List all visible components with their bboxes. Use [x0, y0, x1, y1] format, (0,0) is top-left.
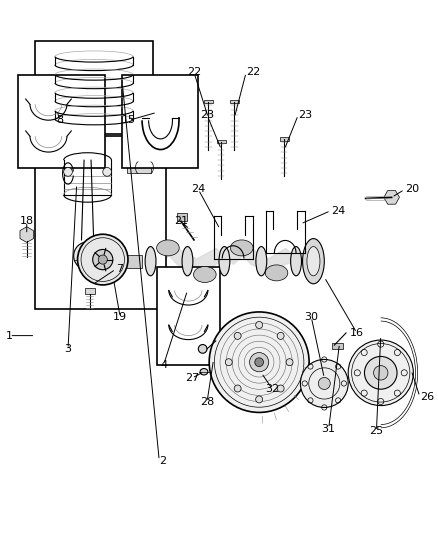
Circle shape	[98, 255, 107, 264]
Circle shape	[277, 385, 284, 392]
Text: 4: 4	[160, 360, 167, 370]
Text: 20: 20	[405, 184, 419, 195]
Circle shape	[234, 333, 241, 340]
Ellipse shape	[265, 265, 288, 281]
Circle shape	[300, 359, 348, 408]
Text: 2: 2	[159, 456, 166, 465]
Ellipse shape	[194, 266, 216, 282]
Text: 25: 25	[369, 426, 384, 437]
Circle shape	[348, 340, 413, 406]
Text: 24: 24	[191, 184, 205, 195]
Text: 16: 16	[350, 328, 364, 338]
Circle shape	[277, 333, 284, 340]
Text: 8: 8	[56, 115, 63, 125]
Text: 15: 15	[122, 115, 136, 125]
Circle shape	[93, 249, 113, 270]
Ellipse shape	[145, 247, 156, 276]
Bar	[18, 75, 105, 168]
Circle shape	[364, 357, 397, 389]
Circle shape	[286, 359, 293, 366]
Text: 3: 3	[64, 344, 71, 354]
Text: 21: 21	[174, 216, 188, 227]
Text: 19: 19	[113, 312, 127, 322]
Text: 26: 26	[420, 392, 434, 402]
Ellipse shape	[256, 247, 267, 276]
Circle shape	[74, 242, 102, 270]
Bar	[122, 75, 198, 168]
Circle shape	[234, 385, 241, 392]
Ellipse shape	[182, 247, 193, 276]
Text: 1: 1	[6, 330, 13, 341]
Ellipse shape	[230, 240, 253, 256]
Text: 23: 23	[200, 110, 214, 120]
Ellipse shape	[307, 247, 320, 276]
Circle shape	[225, 359, 232, 366]
Text: 30: 30	[304, 312, 318, 322]
Bar	[332, 343, 343, 350]
Text: 22: 22	[246, 68, 260, 77]
Circle shape	[198, 344, 207, 353]
Circle shape	[374, 366, 388, 380]
Bar	[127, 162, 151, 173]
Ellipse shape	[157, 240, 179, 256]
Text: 23: 23	[298, 110, 312, 120]
Ellipse shape	[291, 247, 301, 276]
Circle shape	[255, 358, 264, 367]
Text: 28: 28	[200, 397, 214, 407]
Bar	[35, 41, 153, 134]
Bar	[230, 100, 239, 103]
Ellipse shape	[303, 239, 324, 284]
Text: 27: 27	[185, 373, 199, 383]
Circle shape	[318, 377, 330, 390]
Circle shape	[103, 167, 111, 176]
Ellipse shape	[219, 247, 230, 276]
Circle shape	[250, 352, 268, 372]
Bar	[177, 213, 187, 221]
Text: 31: 31	[321, 424, 336, 434]
Bar	[280, 138, 289, 141]
Text: 32: 32	[265, 384, 279, 394]
Bar	[124, 255, 142, 268]
Circle shape	[256, 396, 263, 403]
Circle shape	[209, 312, 309, 413]
Circle shape	[78, 234, 128, 285]
Text: 24: 24	[331, 206, 345, 216]
Bar	[217, 140, 226, 143]
Bar	[157, 266, 220, 365]
Ellipse shape	[200, 368, 208, 375]
Text: 22: 22	[187, 68, 201, 77]
Circle shape	[256, 321, 263, 328]
Bar	[35, 136, 166, 309]
Bar	[204, 100, 213, 103]
Circle shape	[64, 167, 72, 176]
Bar	[85, 288, 95, 294]
Text: 18: 18	[20, 216, 34, 227]
Text: 7: 7	[116, 264, 123, 274]
